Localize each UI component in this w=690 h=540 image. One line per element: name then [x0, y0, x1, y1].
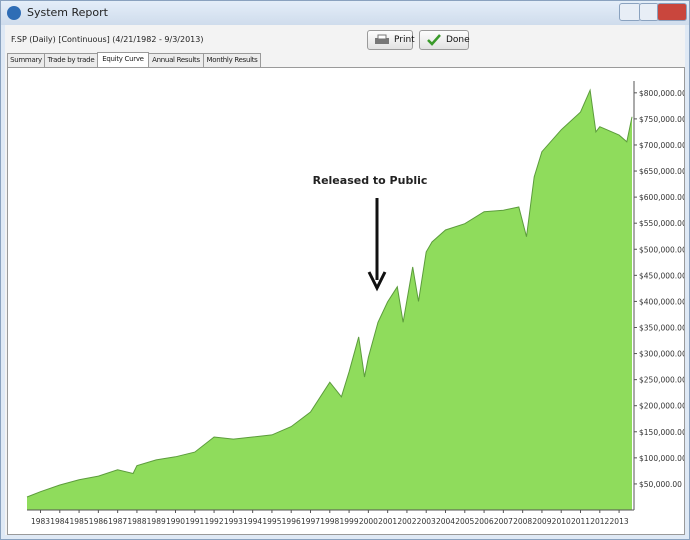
tab[interactable]: Monthly Results [203, 53, 261, 67]
y-tick-label: $750,000.00 [639, 115, 684, 124]
x-tick-label: 2009 [532, 517, 551, 526]
y-tick-label: $650,000.00 [639, 167, 684, 176]
y-tick-label: $700,000.00 [639, 141, 684, 150]
equity-line [26, 88, 633, 498]
y-tick-label: $350,000.00 [639, 323, 684, 332]
done-button[interactable]: Done [419, 30, 470, 50]
annotation: Released to Public [313, 174, 428, 187]
y-tick-label: $500,000.00 [639, 245, 684, 254]
x-tick-label: 2006 [475, 517, 494, 526]
print-button[interactable]: Print [367, 30, 415, 50]
x-tick-label: 1996 [282, 517, 301, 526]
x-tick-label: 1991 [185, 517, 204, 526]
y-tick-label: $150,000.00 [639, 428, 684, 437]
done-label: Done [446, 35, 470, 45]
x-tick-label: 2003 [417, 517, 436, 526]
y-tick-label: $550,000.00 [639, 219, 684, 228]
x-tick-label: 1989 [147, 517, 166, 526]
tab[interactable]: Trade by trade [44, 53, 98, 67]
x-tick-label: 1997 [301, 517, 320, 526]
x-tick-label: 1999 [340, 517, 359, 526]
x-tick-label: 1983 [31, 517, 50, 526]
chart: $50,000.00 $100,000.00 $150,000.00 $200,000… [26, 81, 687, 526]
x-tick-label: 2013 [610, 517, 629, 526]
tab[interactable]: Annual Results [148, 53, 204, 67]
x-tick-label: 2001 [378, 517, 397, 526]
x-tick-label: 1992 [205, 517, 224, 526]
y-tick-label: $300,000.00 [639, 350, 684, 359]
x-tick-label: 2002 [397, 517, 416, 526]
check-icon [427, 34, 441, 46]
window-title: System Report [27, 6, 108, 19]
x-tick-label: 1984 [50, 517, 69, 526]
x-tick-label: 1995 [262, 517, 281, 526]
x-tick-label: 2000 [359, 517, 378, 526]
minimize-button[interactable] [619, 3, 641, 21]
x-tick-label: 1993 [224, 517, 243, 526]
print-icon [375, 34, 389, 44]
x-tick-label: 1990 [166, 517, 185, 526]
x-tick-label: 2010 [552, 517, 571, 526]
print-label: Print [394, 35, 415, 45]
x-tick-label: 1987 [108, 517, 127, 526]
x-tick-label: 1988 [127, 517, 146, 526]
close-button[interactable] [657, 3, 687, 21]
y-tick-label: $250,000.00 [639, 376, 684, 385]
y-tick-label: $200,000.00 [639, 402, 684, 411]
y-tick-label: $400,000.00 [639, 297, 684, 306]
x-tick-label: 1994 [243, 517, 262, 526]
x-tick-label: 2008 [513, 517, 532, 526]
x-tick-label: 2005 [455, 517, 474, 526]
app-icon [7, 6, 21, 20]
y-tick-label: $600,000.00 [639, 193, 684, 202]
arrow-head [367, 271, 387, 292]
chart-panel: $50,000.00 $100,000.00 $150,000.00 $200,000… [7, 67, 687, 535]
y-tick-label: $100,000.00 [639, 454, 684, 463]
y-tick-label: $450,000.00 [639, 271, 684, 280]
y-tick-label: $50,000.00 [639, 480, 682, 489]
title-bar: System Report [1, 1, 689, 25]
window-body: F.SP (Daily) [Continuous] (4/21/1982 - 9… [5, 25, 687, 535]
y-tick-label: $800,000.00 [639, 89, 684, 98]
x-tick-label: 1986 [89, 517, 108, 526]
x-tick-label: 1998 [320, 517, 339, 526]
report-info: F.SP (Daily) [Continuous] (4/21/1982 - 9… [11, 35, 204, 44]
area-fill [27, 90, 632, 510]
x-tick-label: 2007 [494, 517, 513, 526]
tab[interactable]: Equity Curve [97, 52, 149, 68]
tab[interactable]: Summary [7, 53, 45, 67]
x-tick-label: 2012 [590, 517, 609, 526]
maximize-button[interactable] [639, 3, 659, 21]
x-tick-label: 2004 [436, 517, 455, 526]
x-tick-label: 2011 [571, 517, 590, 526]
x-tick-label: 1985 [70, 517, 89, 526]
